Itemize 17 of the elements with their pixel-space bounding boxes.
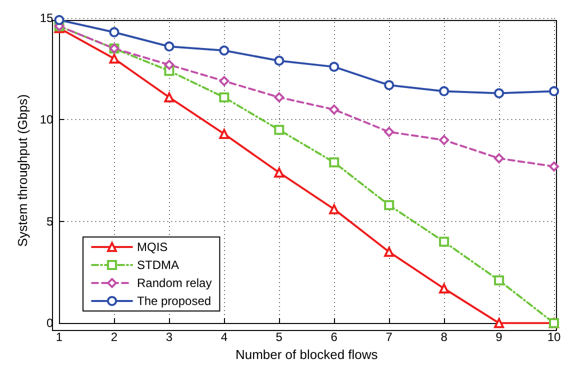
x-tick-label: 3 bbox=[166, 330, 173, 344]
x-tick-label: 4 bbox=[220, 330, 228, 344]
x-tick-label: 2 bbox=[110, 330, 118, 344]
legend-label: STDMA bbox=[137, 258, 179, 272]
x-axis-title: Number of blocked flows bbox=[235, 347, 378, 362]
legend-label: Random relay bbox=[137, 276, 212, 290]
legend-label: The proposed bbox=[137, 294, 212, 308]
x-tick-label: 9 bbox=[496, 330, 503, 344]
x-tick-label: 1 bbox=[56, 330, 63, 344]
y-tick-label: 15 bbox=[40, 11, 54, 25]
x-tick-label: 6 bbox=[330, 330, 338, 344]
x-tick-label: 5 bbox=[276, 330, 283, 344]
legend-label: MQIS bbox=[137, 240, 168, 254]
x-tick-label: 7 bbox=[386, 330, 393, 344]
x-tick-label: 10 bbox=[547, 330, 561, 344]
x-tick-label: 8 bbox=[440, 330, 448, 344]
y-axis-title: System throughput (Gbps) bbox=[15, 94, 30, 247]
